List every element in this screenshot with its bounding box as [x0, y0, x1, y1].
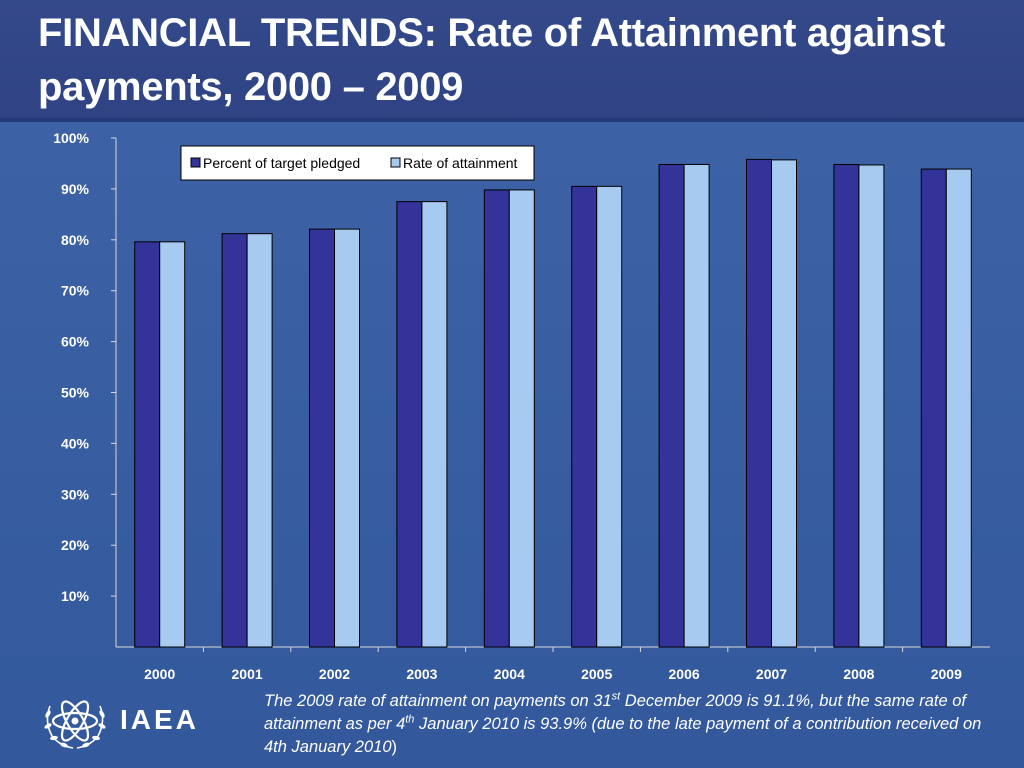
y-tick-label: 90%: [61, 181, 90, 197]
title-bar: [0, 0, 1024, 122]
y-tick-label: 70%: [61, 283, 90, 299]
bar-pledged: [134, 241, 161, 648]
bar-attainment: [246, 233, 273, 648]
bar-attainment: [508, 189, 535, 648]
y-axis-tick-labels: 10% 20% 30% 40% 50% 60% 70% 80% 90% 100%: [53, 130, 89, 604]
slide-title: FINANCIAL TRENDS: Rate of Attainment aga…: [38, 11, 945, 109]
y-tick-label: 50%: [61, 385, 90, 401]
bar-attainment: [159, 241, 186, 648]
bar-pledged: [920, 168, 947, 648]
title-divider: [0, 118, 1024, 122]
legend-swatch: [190, 157, 201, 168]
legend-box: [180, 145, 535, 181]
chart-legend: Percent of target pledged Rate of attainm…: [180, 145, 535, 181]
bar-pledged: [833, 163, 860, 648]
bar-attainment: [945, 168, 972, 648]
x-tick-label: 2000: [144, 666, 175, 682]
bar-pledged: [483, 189, 510, 648]
footnote: The 2009 rate of attainment on payments …: [264, 690, 982, 756]
legend-label: Rate of attainment: [403, 155, 518, 171]
legend-swatch: [390, 157, 401, 168]
y-tick-label: 40%: [61, 435, 90, 451]
bar-attainment: [771, 159, 797, 648]
y-tick-label: 10%: [61, 588, 90, 604]
x-tick-label: 2005: [581, 666, 612, 682]
bar-attainment: [421, 201, 448, 648]
x-tick-label: 2003: [406, 666, 437, 682]
bar-attainment: [596, 185, 623, 648]
bar-attainment: [683, 163, 710, 648]
y-tick-label: 60%: [61, 334, 90, 350]
bar-attainment: [334, 228, 360, 648]
bar-pledged: [571, 185, 598, 648]
chart-bars: [134, 158, 972, 648]
x-axis-tick-labels: 2000 2001 2002 2003 2004 2005 2006 2007 2008 2009: [144, 666, 962, 682]
x-tick-label: 2006: [669, 666, 700, 682]
bar-pledged: [658, 163, 685, 648]
x-tick-label: 2007: [756, 666, 787, 682]
x-tick-label: 2009: [931, 666, 962, 682]
y-tick-label: 100%: [53, 130, 89, 146]
y-tick-label: 80%: [61, 232, 90, 248]
y-tick-label: 30%: [61, 486, 90, 502]
bar-pledged: [221, 233, 248, 648]
x-tick-label: 2004: [494, 666, 525, 682]
iaea-logo-text: IAEA: [120, 704, 199, 735]
x-tick-label: 2008: [843, 666, 874, 682]
bar-attainment: [858, 164, 885, 648]
bar-chart: 10% 20% 30% 40% 50% 60% 70% 80% 90% 100% 2000 2001…: [53, 130, 990, 682]
y-tick-label: 20%: [61, 537, 90, 553]
atom-olive-wreath-icon: [44, 700, 106, 749]
bar-pledged: [396, 201, 423, 648]
legend-label: Percent of target pledged: [203, 155, 360, 171]
bar-pledged: [309, 228, 335, 648]
x-tick-label: 2001: [232, 666, 263, 682]
bar-pledged: [746, 158, 772, 648]
x-tick-label: 2002: [319, 666, 350, 682]
